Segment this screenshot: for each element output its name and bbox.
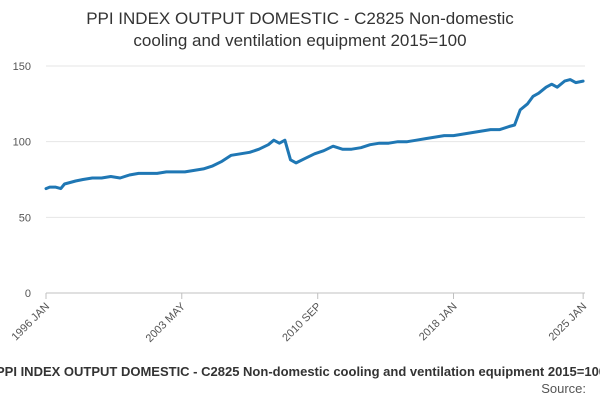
- x-tick-label-0: 1996 JAN: [9, 301, 52, 344]
- chart-title-line-2: cooling and ventilation equipment 2015=1…: [133, 31, 467, 50]
- y-tick-label-0: 0: [25, 288, 31, 300]
- x-tick-label-3: 2018 JAN: [417, 301, 460, 344]
- chart-title: PPI INDEX OUTPUT DOMESTIC - C2825 Non-do…: [0, 8, 600, 52]
- footer-title: PPI INDEX OUTPUT DOMESTIC - C2825 Non-do…: [0, 364, 600, 379]
- chart-title-line-1: PPI INDEX OUTPUT DOMESTIC - C2825 Non-do…: [86, 9, 514, 28]
- y-tick-label-100: 100: [13, 137, 31, 149]
- x-tick-label-2: 2010 SEP: [280, 301, 324, 345]
- x-tick-label-1: 2003 MAY: [144, 300, 189, 345]
- y-tick-label-150: 150: [13, 61, 31, 73]
- y-tick-label-50: 50: [19, 212, 31, 224]
- source-label: Source:: [541, 381, 586, 396]
- series-line-0: [44, 78, 585, 191]
- x-tick-label-4: 2025 JAN: [547, 301, 590, 344]
